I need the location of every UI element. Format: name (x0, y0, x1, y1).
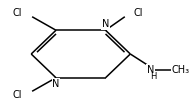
Text: N: N (52, 79, 60, 89)
Text: Cl: Cl (134, 9, 143, 18)
Text: H: H (150, 72, 156, 81)
Text: Cl: Cl (13, 9, 22, 18)
Text: N: N (147, 65, 154, 75)
Text: Cl: Cl (13, 90, 22, 99)
Text: N: N (102, 19, 109, 29)
Text: CH₃: CH₃ (172, 65, 190, 75)
